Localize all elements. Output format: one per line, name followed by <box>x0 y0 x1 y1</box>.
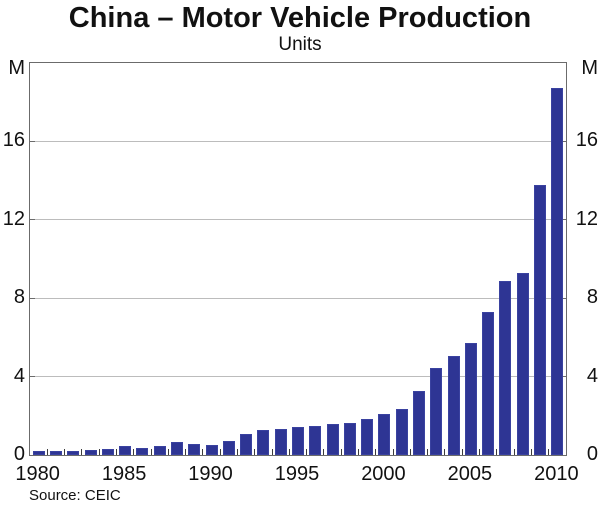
bar-2007 <box>499 281 512 455</box>
x-tick-2010 <box>548 449 550 455</box>
bar-1994 <box>274 429 287 455</box>
x-tick-1983 <box>81 449 83 455</box>
y-axis-label-right-16: 16 <box>575 129 598 152</box>
gridline-4 <box>30 376 566 378</box>
y-axis-label-left-4: 4 <box>13 364 25 387</box>
x-tick-2002 <box>409 449 411 455</box>
bar-1989 <box>188 444 201 455</box>
x-tick-1996 <box>306 449 308 455</box>
x-tick-2007 <box>496 449 498 455</box>
y-tick-left-16 <box>30 140 35 142</box>
x-tick-1995 <box>288 449 290 455</box>
bar-1984 <box>101 449 114 455</box>
x-tick-2006 <box>479 449 481 455</box>
x-tick-1981 <box>46 449 48 455</box>
bar-1996 <box>309 426 322 455</box>
x-tick-2004 <box>444 449 446 455</box>
y-tick-right-4 <box>561 376 566 378</box>
x-tick-2003 <box>427 449 429 455</box>
y-axis-label-left-8: 8 <box>13 286 25 309</box>
x-tick-1991 <box>219 449 221 455</box>
y-axis-label-right-8: 8 <box>586 286 598 309</box>
bar-1985 <box>119 446 132 455</box>
x-axis-label-1995: 1995 <box>274 463 320 485</box>
y-axis-label-right-12: 12 <box>575 207 598 230</box>
y-axis-label-right-0: 0 <box>586 443 598 465</box>
x-tick-1989 <box>185 449 187 455</box>
x-axis-label-2000: 2000 <box>361 463 406 485</box>
bar-1997 <box>326 424 339 455</box>
gridline-8 <box>30 297 566 299</box>
y-axis-label-left-16: 16 <box>2 129 25 152</box>
bar-1999 <box>361 419 374 455</box>
bar-1981 <box>49 451 62 455</box>
bar-1987 <box>153 446 166 455</box>
y-axis-label-left-0: 0 <box>13 443 25 465</box>
bar-1982 <box>67 451 80 455</box>
bar-2010 <box>551 88 564 455</box>
x-tick-1988 <box>167 449 169 455</box>
bar-2005 <box>464 343 477 455</box>
x-tick-1990 <box>202 449 204 455</box>
x-axis-label-2005: 2005 <box>447 463 493 485</box>
bar-1988 <box>170 442 183 455</box>
bar-1990 <box>205 445 218 455</box>
bar-2003 <box>430 368 443 455</box>
x-tick-2005 <box>461 449 463 455</box>
bar-1980 <box>32 451 45 455</box>
x-tick-1997 <box>323 449 325 455</box>
x-tick-2008 <box>513 449 515 455</box>
x-tick-1994 <box>271 449 273 455</box>
x-tick-1986 <box>133 449 135 455</box>
bar-2006 <box>482 312 495 455</box>
bar-1986 <box>136 448 149 455</box>
bar-1993 <box>257 430 270 455</box>
bar-1991 <box>222 441 235 455</box>
bar-1983 <box>84 450 97 455</box>
bar-1992 <box>240 434 253 455</box>
x-axis-label-2010: 2010 <box>534 463 579 485</box>
unit-label-right: M <box>581 57 598 79</box>
x-tick-1999 <box>358 449 360 455</box>
y-tick-left-12 <box>30 219 35 221</box>
gridline-12 <box>30 219 566 221</box>
page-title: China – Motor Vehicle Production <box>68 2 532 34</box>
y-axis-label-left-12: 12 <box>2 207 25 230</box>
chart-subtitle: Units <box>278 34 322 55</box>
y-tick-right-12 <box>561 219 566 221</box>
unit-label-left: M <box>8 57 25 79</box>
y-tick-right-16 <box>561 140 566 142</box>
x-axis-label-1980: 1980 <box>15 463 60 485</box>
x-tick-1992 <box>236 449 238 455</box>
y-tick-right-8 <box>561 297 566 299</box>
x-axis-label-1990: 1990 <box>188 463 233 485</box>
bar-2009 <box>534 185 547 455</box>
y-axis-label-right-4: 4 <box>586 364 598 387</box>
x-tick-1982 <box>64 449 66 455</box>
bar-1995 <box>292 427 304 455</box>
bar-2008 <box>516 273 529 455</box>
bar-2001 <box>395 409 408 455</box>
y-tick-left-4 <box>30 376 35 378</box>
source-note: Source: CEIC <box>29 487 121 504</box>
plot-area <box>29 62 567 456</box>
bar-1998 <box>343 423 356 455</box>
bar-2004 <box>447 356 460 455</box>
x-axis-label-1985: 1985 <box>101 463 147 485</box>
x-tick-1985 <box>115 449 117 455</box>
x-tick-1984 <box>98 449 100 455</box>
bar-2002 <box>413 391 426 455</box>
x-tick-2000 <box>375 449 377 455</box>
bar-2000 <box>378 414 391 455</box>
x-tick-1993 <box>254 449 256 455</box>
x-tick-1987 <box>150 449 152 455</box>
x-tick-1998 <box>340 449 342 455</box>
x-tick-2001 <box>392 449 394 455</box>
y-tick-left-8 <box>30 297 35 299</box>
gridline-16 <box>30 140 566 142</box>
x-tick-2009 <box>530 449 532 455</box>
